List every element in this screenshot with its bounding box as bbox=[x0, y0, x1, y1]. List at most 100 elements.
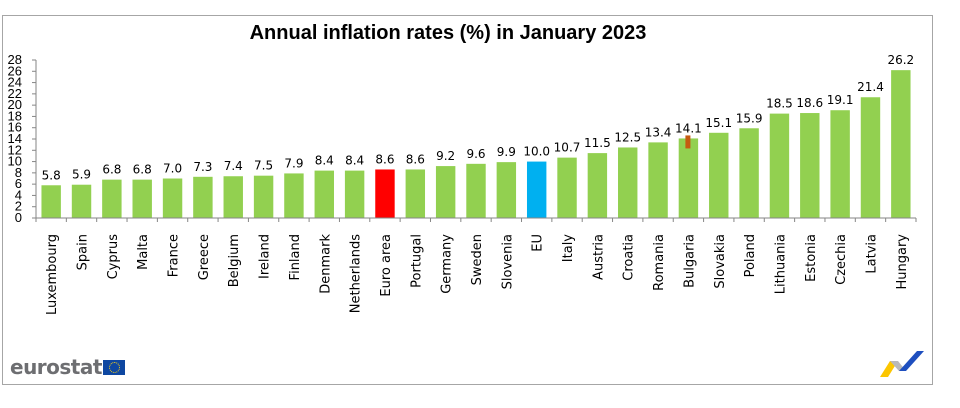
bar-denmark bbox=[314, 170, 334, 218]
bar-belgium bbox=[223, 176, 243, 218]
bar-france bbox=[162, 178, 183, 218]
y-tick-label: 22 bbox=[8, 86, 22, 101]
data-label: 10.0 bbox=[523, 145, 550, 159]
y-tick-label: 6 bbox=[15, 176, 22, 191]
bar-austria bbox=[587, 153, 608, 218]
x-tick-label: Ireland bbox=[258, 234, 273, 279]
bar-latvia bbox=[860, 97, 881, 218]
bar-malta bbox=[132, 179, 152, 218]
x-tick-label: EU bbox=[531, 234, 546, 252]
eu-flag-icon bbox=[102, 359, 125, 375]
data-label: 10.7 bbox=[554, 141, 581, 155]
bar-netherlands bbox=[344, 170, 365, 218]
y-tick-label: 12 bbox=[8, 142, 22, 157]
data-label: 6.8 bbox=[102, 163, 121, 177]
x-tick-label: Luxembourg bbox=[45, 234, 60, 315]
y-tick-label: 16 bbox=[8, 120, 22, 135]
bar-spain bbox=[71, 184, 92, 218]
x-tick-label: Austria bbox=[591, 234, 606, 280]
x-tick-label: Hungary bbox=[895, 234, 910, 290]
x-axis: Luxembourg Spain Cyprus Malta France Greece Be… bbox=[35, 217, 917, 315]
bar-sweden bbox=[466, 163, 486, 218]
bars: 5.8 5.9 6.8 6.8 7.0 7.3 7.4 7.5 7.9 8.4 8.4 8.6 8.6 9… bbox=[41, 53, 914, 219]
data-label: 7.9 bbox=[284, 156, 303, 170]
x-tick-label: Euro area bbox=[379, 234, 394, 297]
x-tick-label: Denmark bbox=[318, 234, 333, 294]
x-tick-label: Cyprus bbox=[106, 234, 121, 280]
bar-estonia bbox=[800, 113, 820, 218]
x-tick-label: Slovakia bbox=[713, 234, 728, 289]
bar-greece bbox=[193, 176, 213, 218]
data-label: 18.5 bbox=[766, 97, 793, 111]
bar-euro-area bbox=[375, 169, 395, 218]
x-tick-label: Czechia bbox=[834, 234, 849, 285]
bar-poland bbox=[739, 128, 759, 218]
x-tick-label: Finland bbox=[288, 234, 303, 280]
y-tick-label: 18 bbox=[8, 108, 22, 123]
bar-germany bbox=[435, 166, 456, 218]
bar-romania bbox=[648, 142, 668, 218]
data-label: 21.4 bbox=[857, 80, 884, 94]
x-tick-label: Slovenia bbox=[500, 234, 515, 289]
bar-croatia bbox=[618, 147, 638, 218]
bar-portugal bbox=[405, 169, 426, 218]
data-label: 8.4 bbox=[345, 154, 364, 168]
chart-title: Annual inflation rates (%) in January 20… bbox=[249, 22, 647, 44]
data-label: 7.5 bbox=[254, 159, 273, 173]
data-label: 8.4 bbox=[315, 154, 334, 168]
bar-czechia bbox=[830, 110, 850, 218]
bar-annotation-marker bbox=[685, 135, 691, 149]
x-tick-label: Greece bbox=[197, 234, 212, 280]
bar-bulgaria bbox=[678, 138, 699, 218]
data-label: 9.6 bbox=[466, 147, 485, 161]
bar-eu bbox=[526, 161, 547, 218]
x-tick-label: Sweden bbox=[470, 234, 485, 285]
x-tick-label: Portugal bbox=[409, 234, 424, 288]
bar-cyprus bbox=[102, 179, 122, 218]
eurostat-brand-mark-icon bbox=[880, 351, 924, 377]
data-label: 6.8 bbox=[133, 163, 152, 177]
x-tick-label: Estonia bbox=[804, 234, 819, 282]
data-label: 14.1 bbox=[675, 121, 702, 135]
data-label: 19.1 bbox=[827, 93, 854, 107]
bar-slovakia bbox=[709, 132, 729, 218]
y-tick-label: 20 bbox=[8, 97, 22, 112]
y-tick-label: 8 bbox=[15, 165, 22, 180]
y-tick-label: 10 bbox=[8, 154, 22, 169]
y-tick-label: 0 bbox=[15, 210, 22, 225]
x-tick-label: Poland bbox=[743, 234, 758, 277]
data-label: 7.4 bbox=[224, 159, 243, 173]
data-label: 7.3 bbox=[193, 160, 212, 174]
y-tick-label: 28 bbox=[8, 52, 22, 67]
eurostat-logo: eurostat bbox=[10, 355, 125, 379]
bar-finland bbox=[284, 173, 304, 218]
logo-text: eurostat bbox=[10, 355, 102, 379]
x-tick-label: Latvia bbox=[864, 234, 879, 274]
x-tick-label: Malta bbox=[136, 234, 151, 270]
data-label: 7.0 bbox=[163, 162, 182, 176]
x-tick-label: Bulgaria bbox=[682, 234, 697, 288]
x-tick-label: Italy bbox=[561, 234, 576, 263]
data-label: 13.4 bbox=[645, 125, 672, 139]
x-tick-label: Lithuania bbox=[773, 234, 788, 294]
bar-hungary bbox=[891, 70, 911, 219]
x-tick-label: Belgium bbox=[227, 234, 242, 287]
bar-italy bbox=[557, 157, 577, 218]
x-tick-label: Netherlands bbox=[349, 234, 364, 313]
y-tick-label: 14 bbox=[8, 131, 22, 146]
data-label: 11.5 bbox=[584, 136, 611, 150]
bar-slovenia bbox=[496, 162, 517, 218]
y-tick-label: 24 bbox=[8, 75, 22, 90]
y-tick-label: 2 bbox=[15, 199, 22, 214]
data-label: 8.6 bbox=[375, 152, 394, 166]
data-label: 9.9 bbox=[497, 145, 516, 159]
data-label: 5.9 bbox=[72, 168, 91, 182]
x-tick-label: Germany bbox=[440, 234, 455, 294]
data-label: 8.6 bbox=[406, 152, 425, 166]
data-label: 9.2 bbox=[436, 149, 455, 163]
x-tick-label: Spain bbox=[76, 234, 91, 270]
data-label: 12.5 bbox=[614, 130, 641, 144]
y-tick-label: 26 bbox=[8, 63, 22, 78]
